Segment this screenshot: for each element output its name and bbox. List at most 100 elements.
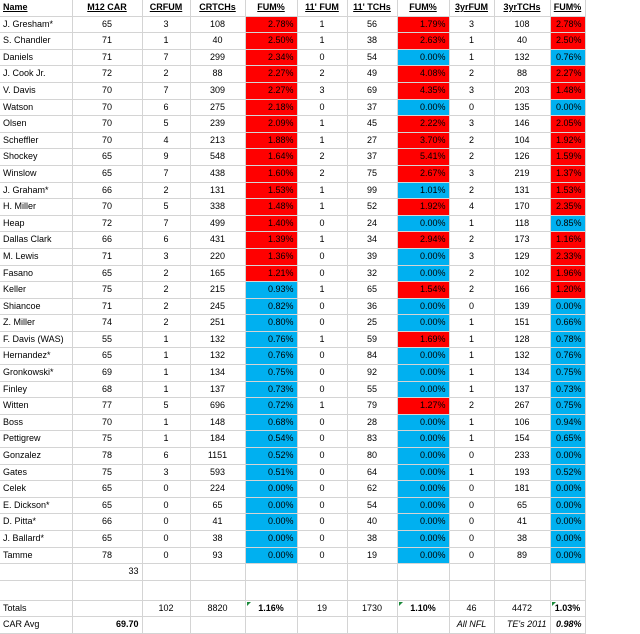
11-tchs-cell[interactable]: 52 bbox=[347, 198, 398, 216]
3yr-fum-cell[interactable]: 0 bbox=[449, 497, 495, 515]
11-fum-cell[interactable]: 1 bbox=[297, 182, 348, 200]
11-fum-pct-cell[interactable]: 0.00% bbox=[397, 430, 450, 449]
11-fum-cell[interactable]: 1 bbox=[297, 115, 348, 133]
crtchs-cell[interactable]: 275 bbox=[190, 99, 246, 117]
career-fum-pct-cell[interactable]: 2.34% bbox=[245, 49, 298, 67]
crtchs-cell[interactable]: 548 bbox=[190, 148, 246, 166]
11-fum-cell[interactable]: 0 bbox=[297, 265, 348, 283]
m12-car-cell[interactable]: 70 bbox=[72, 99, 143, 117]
player-name-cell[interactable]: J. Graham* bbox=[0, 182, 73, 200]
11-fum-pct-cell[interactable]: 0.00% bbox=[397, 480, 450, 498]
11-tchs-cell[interactable]: 56 bbox=[347, 16, 398, 34]
header-3yr-fum-pct[interactable]: FUM% bbox=[550, 0, 586, 17]
crfum-cell[interactable]: 0 bbox=[142, 547, 191, 565]
11-fum-pct-cell[interactable]: 0.00% bbox=[397, 99, 450, 117]
header-3yr-tchs[interactable]: 3yrTCHs bbox=[494, 0, 551, 17]
car-avg-label[interactable]: CAR Avg bbox=[0, 616, 73, 634]
3yr-tchs-cell[interactable]: 132 bbox=[494, 347, 551, 366]
header-career-fum-pct[interactable]: FUM% bbox=[245, 0, 298, 17]
11-fum-pct-cell[interactable]: 0.00% bbox=[397, 265, 450, 283]
3yr-fum-cell[interactable]: 3 bbox=[449, 248, 495, 266]
career-fum-pct-cell[interactable]: 0.52% bbox=[245, 447, 298, 465]
3yr-fum-cell[interactable]: 1 bbox=[449, 430, 495, 449]
11-fum-cell[interactable]: 0 bbox=[297, 464, 348, 482]
empty-cell[interactable] bbox=[245, 580, 298, 601]
3yr-tchs-cell[interactable]: 170 bbox=[494, 198, 551, 216]
3yr-fum-cell[interactable]: 0 bbox=[449, 480, 495, 498]
3yr-tchs-cell[interactable]: 134 bbox=[494, 364, 551, 382]
3yr-tchs-cell[interactable]: 151 bbox=[494, 314, 551, 332]
crfum-cell[interactable]: 2 bbox=[142, 298, 191, 316]
3yr-fum-pct-cell[interactable]: 0.00% bbox=[550, 447, 586, 465]
11-fum-pct-cell[interactable]: 1.27% bbox=[397, 397, 450, 415]
3yr-tchs-cell[interactable]: 203 bbox=[494, 82, 551, 100]
3yr-fum-cell[interactable]: 3 bbox=[449, 16, 495, 34]
career-fum-pct-cell[interactable]: 1.88% bbox=[245, 132, 298, 150]
3yr-fum-pct-cell[interactable]: 1.53% bbox=[550, 182, 586, 200]
11-tchs-cell[interactable]: 62 bbox=[347, 480, 398, 498]
crfum-cell[interactable]: 1 bbox=[142, 347, 191, 366]
m12-car-cell[interactable]: 65 bbox=[72, 265, 143, 283]
3yr-fum-cell[interactable]: 1 bbox=[449, 331, 495, 349]
3yr-fum-pct-cell[interactable]: 1.48% bbox=[550, 82, 586, 100]
all-nfl-label[interactable]: All NFL bbox=[449, 616, 495, 634]
career-fum-pct-cell[interactable]: 0.76% bbox=[245, 347, 298, 366]
3yr-fum-cell[interactable]: 2 bbox=[449, 281, 495, 299]
player-name-cell[interactable]: E. Dickson* bbox=[0, 497, 73, 515]
m12-car-cell[interactable]: 65 bbox=[72, 347, 143, 366]
11-tchs-cell[interactable]: 49 bbox=[347, 65, 398, 83]
crtchs-cell[interactable]: 499 bbox=[190, 215, 246, 233]
empty-cell[interactable] bbox=[449, 563, 495, 581]
3yr-tchs-cell[interactable]: 128 bbox=[494, 331, 551, 349]
crtchs-cell[interactable]: 40 bbox=[190, 32, 246, 50]
totals-crtchs[interactable]: 8820 bbox=[190, 600, 246, 618]
3yr-fum-cell[interactable]: 2 bbox=[449, 132, 495, 150]
3yr-tchs-cell[interactable]: 166 bbox=[494, 281, 551, 299]
player-name-cell[interactable]: Watson bbox=[0, 99, 73, 117]
career-fum-pct-cell[interactable]: 0.00% bbox=[245, 530, 298, 548]
3yr-fum-pct-cell[interactable]: 1.59% bbox=[550, 148, 586, 166]
crtchs-cell[interactable]: 93 bbox=[190, 547, 246, 565]
3yr-fum-cell[interactable]: 1 bbox=[449, 32, 495, 50]
11-fum-cell[interactable]: 0 bbox=[297, 480, 348, 498]
m12-car-cell[interactable]: 65 bbox=[72, 480, 143, 498]
11-fum-cell[interactable]: 0 bbox=[297, 364, 348, 382]
m12-car-cell[interactable]: 66 bbox=[72, 513, 143, 531]
m12-car-cell[interactable]: 72 bbox=[72, 215, 143, 233]
empty-cell[interactable] bbox=[245, 563, 298, 581]
3yr-fum-cell[interactable]: 1 bbox=[449, 414, 495, 432]
3yr-fum-pct-cell[interactable]: 2.27% bbox=[550, 65, 586, 83]
m12-car-cell[interactable]: 77 bbox=[72, 397, 143, 415]
empty-cell[interactable] bbox=[245, 616, 298, 634]
11-tchs-cell[interactable]: 36 bbox=[347, 298, 398, 316]
11-tchs-cell[interactable]: 84 bbox=[347, 347, 398, 366]
3yr-fum-cell[interactable]: 0 bbox=[449, 99, 495, 117]
empty-cell[interactable] bbox=[347, 563, 398, 581]
crfum-cell[interactable]: 2 bbox=[142, 314, 191, 332]
empty-cell[interactable] bbox=[72, 600, 143, 618]
11-fum-cell[interactable]: 1 bbox=[297, 16, 348, 34]
3yr-fum-cell[interactable]: 3 bbox=[449, 115, 495, 133]
career-fum-pct-cell[interactable]: 0.00% bbox=[245, 547, 298, 565]
11-fum-pct-cell[interactable]: 0.00% bbox=[397, 347, 450, 366]
career-fum-pct-cell[interactable]: 0.00% bbox=[245, 480, 298, 498]
11-tchs-cell[interactable]: 25 bbox=[347, 314, 398, 332]
11-tchs-cell[interactable]: 19 bbox=[347, 547, 398, 565]
career-fum-pct-cell[interactable]: 0.75% bbox=[245, 364, 298, 382]
crtchs-cell[interactable]: 245 bbox=[190, 298, 246, 316]
11-tchs-cell[interactable]: 92 bbox=[347, 364, 398, 382]
career-fum-pct-cell[interactable]: 0.51% bbox=[245, 464, 298, 482]
3yr-tchs-cell[interactable]: 173 bbox=[494, 231, 551, 249]
3yr-fum-cell[interactable]: 0 bbox=[449, 513, 495, 531]
11-fum-cell[interactable]: 2 bbox=[297, 148, 348, 166]
empty-cell[interactable] bbox=[550, 580, 586, 601]
3yr-fum-pct-cell[interactable]: 0.00% bbox=[550, 298, 586, 316]
empty-cell[interactable] bbox=[297, 563, 348, 581]
crfum-cell[interactable]: 6 bbox=[142, 447, 191, 465]
11-fum-pct-cell[interactable]: 3.70% bbox=[397, 132, 450, 150]
player-name-cell[interactable]: D. Pitta* bbox=[0, 513, 73, 531]
m12-car-cell[interactable]: 74 bbox=[72, 314, 143, 332]
crfum-cell[interactable]: 2 bbox=[142, 265, 191, 283]
11-fum-cell[interactable]: 0 bbox=[297, 314, 348, 332]
crtchs-cell[interactable]: 224 bbox=[190, 480, 246, 498]
